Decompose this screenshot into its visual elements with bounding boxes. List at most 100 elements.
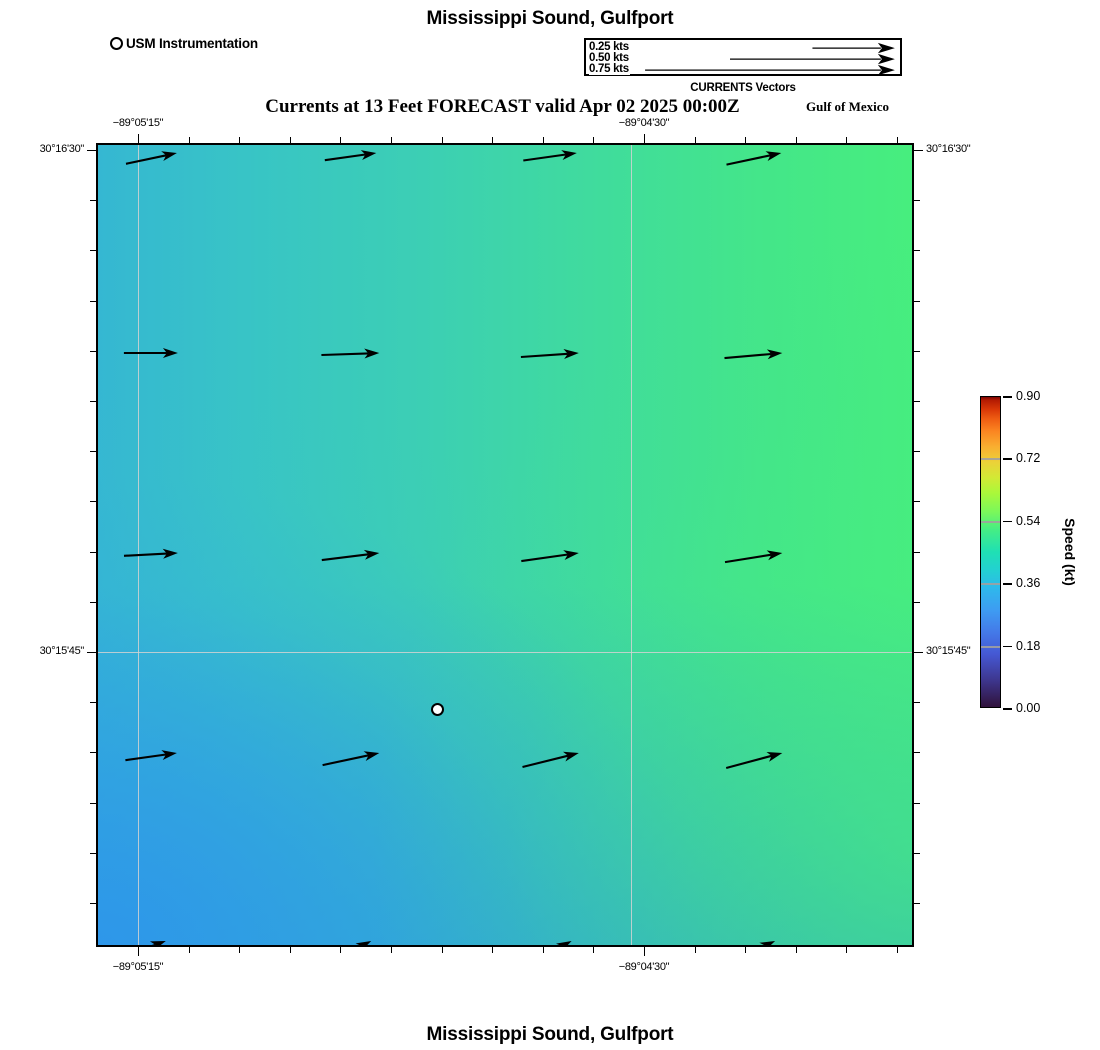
x-axis-tick (391, 947, 392, 953)
vector-key-label: 0.50 kts (589, 51, 630, 64)
y-axis-tick (914, 601, 920, 603)
y-axis-tick (90, 702, 96, 704)
x-axis-tick (441, 947, 443, 953)
y-axis-tick (914, 652, 923, 653)
current-vector-head (759, 941, 776, 945)
x-axis-tick (795, 137, 797, 143)
colorbar-gridline (981, 583, 1000, 586)
x-axis-tick (340, 137, 342, 143)
y-axis-tick (914, 903, 920, 904)
y-axis-tick (90, 601, 96, 603)
vector-key-label: 0.25 kts (589, 40, 630, 53)
y-axis-tick (914, 150, 923, 151)
current-vector-head (162, 548, 178, 559)
current-vector-head (766, 550, 783, 561)
current-vector-shaft (523, 153, 567, 162)
current-vector-head (766, 752, 783, 762)
region-label: Gulf of Mexico (806, 99, 890, 114)
usm-instrumentation-label: USM Instrumentation (126, 36, 258, 51)
current-vector-shaft (725, 754, 772, 770)
x-axis-tick (138, 134, 139, 143)
colorbar-gridline (981, 520, 1000, 523)
y-axis-tick (914, 451, 920, 453)
current-vector-head (364, 348, 380, 359)
currents-map[interactable] (96, 143, 914, 947)
current-vector-shaft (522, 754, 569, 769)
y-axis-tick (914, 250, 920, 252)
current-vector-head (765, 151, 782, 162)
x-axis-tick (391, 137, 392, 143)
y-axis-tick (90, 451, 96, 453)
vector-key-arrow-icon (730, 53, 895, 64)
current-vector-head (766, 349, 783, 360)
x-axis-tick (289, 137, 291, 143)
x-axis-tick (846, 947, 848, 953)
x-axis-tick (745, 137, 747, 143)
colorbar-tick-label: 0.90 (1016, 389, 1041, 403)
colorbar-title: Speed (kt) (1062, 518, 1078, 586)
x-axis-tick (542, 947, 544, 953)
y-axis-tick (90, 501, 96, 503)
page-title: Mississippi Sound, Gulfport (426, 8, 674, 29)
current-vector-head (561, 150, 577, 161)
current-vector-head (360, 150, 377, 161)
x-axis-label-bottom: −89°05'15" (112, 961, 164, 973)
current-vector-shaft (520, 352, 568, 359)
current-vector-shaft (322, 754, 369, 767)
current-vector-shaft (724, 352, 772, 360)
y-axis-tick (914, 501, 920, 503)
vector-key-arrow-icon (645, 64, 895, 76)
colorbar-tick (1003, 583, 1012, 585)
current-vector-head (161, 750, 177, 761)
colorbar-tick (1003, 458, 1012, 460)
y-axis-tick (90, 300, 96, 302)
x-axis-label-top: −89°05'15" (112, 117, 164, 129)
x-axis-tick (289, 947, 291, 953)
y-axis-tick (90, 551, 96, 553)
x-axis-tick (239, 137, 241, 143)
current-vector-head (162, 348, 178, 358)
x-axis-label-top: −89°04'30" (618, 117, 670, 129)
vector-key-label: 0.75 kts (589, 62, 630, 75)
y-axis-tick (914, 551, 920, 553)
y-axis-tick (914, 350, 920, 352)
x-axis-tick (340, 947, 342, 953)
open-circle-marker-icon (110, 37, 123, 50)
y-axis-tick (914, 200, 920, 202)
y-axis-tick (90, 852, 96, 854)
y-axis-tick (914, 802, 920, 804)
y-axis-tick (90, 903, 96, 904)
current-vector-head (363, 549, 380, 560)
colorbar-tick (1003, 708, 1012, 710)
colorbar-tick (1003, 396, 1012, 398)
current-vector-head (563, 550, 579, 561)
y-axis-tick (90, 401, 96, 402)
current-vector-head (556, 941, 572, 945)
colorbar-gridline (981, 458, 1000, 461)
colorbar-tick-label: 0.72 (1016, 451, 1041, 466)
current-vector-head (363, 751, 380, 762)
x-axis-tick (897, 947, 898, 953)
y-axis-tick (90, 350, 96, 352)
current-vector-head (563, 349, 579, 360)
x-axis-tick (138, 947, 139, 956)
colorbar-gradient (980, 396, 1001, 708)
colorbar-tick (1003, 520, 1012, 523)
colorbar-tick-label: 0.00 (1016, 701, 1041, 715)
y-axis-tick (914, 702, 920, 704)
y-axis-tick (90, 752, 96, 754)
vector-scale-key: 0.25 kts 0.50 kts 0.75 kts (584, 38, 902, 76)
current-vector-shaft (726, 154, 771, 166)
y-axis-label-left: 30°15'45" (39, 645, 85, 657)
current-vector-shaft (724, 553, 772, 564)
y-axis-tick (914, 300, 920, 302)
usm-station-marker[interactable] (430, 702, 444, 716)
colorbar-tick-label: 0.54 (1016, 513, 1041, 528)
y-axis-label-right: 30°16'30" (926, 143, 971, 155)
x-axis-tick (492, 947, 494, 953)
x-axis-tick (745, 947, 747, 953)
current-vector-shaft (521, 553, 569, 563)
colorbar-tick-label: 0.36 (1016, 576, 1041, 591)
current-vector-head (563, 751, 579, 762)
vector-key-caption: CURRENTS Vectors (690, 82, 796, 94)
